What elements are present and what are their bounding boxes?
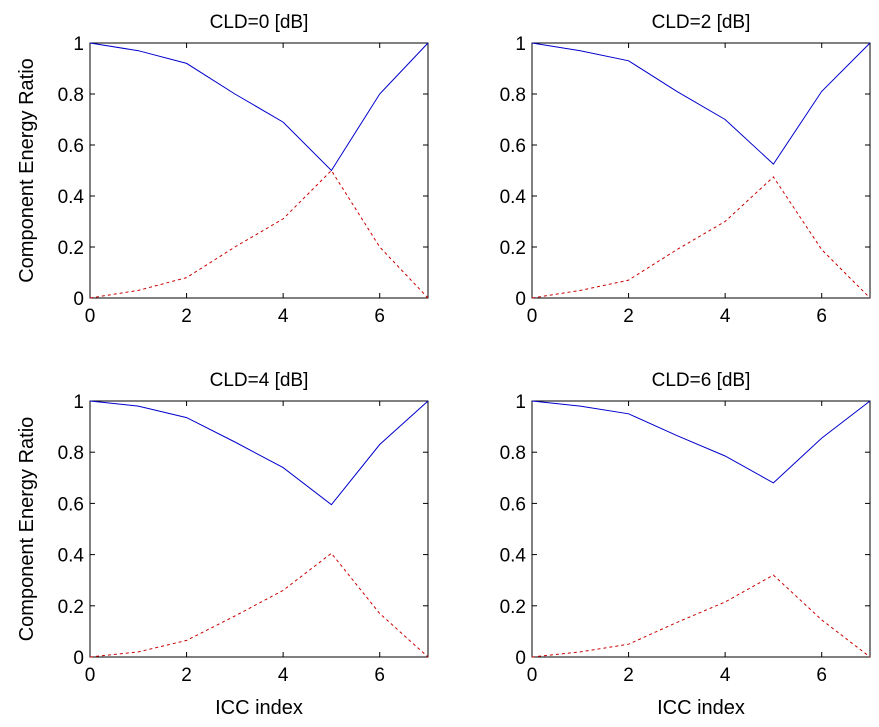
x-tick-label: 2 bbox=[623, 665, 634, 686]
subplot-cld-4: 0 0.2 0.4 0.6 0.8 1 0 2 4 6 CLD=4 [dB] ICC index Com… bbox=[16, 370, 429, 719]
y-tick-label: 0.6 bbox=[500, 136, 526, 157]
y-tick-label: 0.2 bbox=[500, 597, 526, 618]
y-tick-label: 0.4 bbox=[500, 546, 527, 567]
x-tick-label: 2 bbox=[181, 665, 192, 686]
x-tick-label: 6 bbox=[374, 306, 385, 327]
y-tick-label: 1 bbox=[515, 34, 526, 55]
series-line-dashed bbox=[531, 176, 871, 299]
y-tick-label: 0.8 bbox=[58, 443, 84, 464]
y-tick-label: 0.6 bbox=[58, 494, 84, 515]
y-tick-label: 0.2 bbox=[58, 238, 84, 259]
subplot-title: CLD=2 [dB] bbox=[652, 12, 751, 33]
y-tick-label: 0.6 bbox=[58, 136, 84, 157]
y-tick-label: 0 bbox=[515, 648, 526, 669]
y-tick-label: 0.4 bbox=[500, 187, 527, 208]
y-tick-label: 0 bbox=[73, 648, 84, 669]
x-tick-label: 4 bbox=[278, 306, 289, 327]
y-tick-label: 1 bbox=[515, 392, 526, 413]
subplot-cld-6: 0 0.2 0.4 0.6 0.8 1 0 2 4 6 CLD=6 [dB] ICC index bbox=[500, 370, 871, 719]
subplot-title: CLD=0 [dB] bbox=[210, 12, 309, 33]
y-tick-label: 0.8 bbox=[500, 85, 526, 106]
y-tick-label: 0 bbox=[515, 289, 526, 310]
y-tick-label: 0.8 bbox=[58, 85, 84, 106]
axes-box bbox=[89, 400, 429, 658]
x-tick-label: 0 bbox=[527, 665, 538, 686]
y-tick-label: 0.6 bbox=[500, 494, 526, 515]
series-line-dashed bbox=[89, 169, 429, 299]
subplot-title: CLD=6 [dB] bbox=[652, 370, 751, 391]
x-tick-label: 2 bbox=[181, 306, 192, 327]
y-tick-label: 0.2 bbox=[500, 238, 526, 259]
axes-box bbox=[89, 42, 429, 299]
x-axis-label: ICC index bbox=[657, 697, 745, 719]
series-line-dashed bbox=[531, 574, 871, 658]
x-tick-label: 4 bbox=[278, 665, 289, 686]
y-tick-label: 0 bbox=[73, 289, 84, 310]
y-tick-label: 0.8 bbox=[500, 443, 526, 464]
series-line-solid bbox=[89, 400, 429, 506]
x-tick-label: 4 bbox=[720, 665, 731, 686]
series-line-dashed bbox=[89, 552, 429, 658]
x-tick-label: 0 bbox=[85, 306, 96, 327]
y-tick-label: 0.2 bbox=[58, 597, 84, 618]
axes-box bbox=[531, 400, 871, 658]
series-line-solid bbox=[531, 400, 871, 484]
y-tick-label: 0.4 bbox=[58, 546, 85, 567]
y-tick-label: 0.4 bbox=[58, 187, 85, 208]
y-tick-label: 1 bbox=[73, 392, 84, 413]
series-line-solid bbox=[531, 42, 871, 165]
y-tick-label: 1 bbox=[73, 34, 84, 55]
x-tick-label: 4 bbox=[720, 306, 731, 327]
x-tick-label: 2 bbox=[623, 306, 634, 327]
subplot-cld-2: 0 0.2 0.4 0.6 0.8 1 0 2 4 6 CLD=2 [dB] bbox=[500, 12, 871, 327]
y-axis-label: Component Energy Ratio bbox=[16, 417, 38, 642]
y-axis-label: Component Energy Ratio bbox=[16, 58, 38, 283]
series-line-solid bbox=[89, 42, 429, 172]
x-tick-label: 6 bbox=[374, 665, 385, 686]
axes-box bbox=[531, 42, 871, 299]
x-tick-label: 6 bbox=[816, 665, 827, 686]
x-tick-label: 6 bbox=[816, 306, 827, 327]
x-tick-label: 0 bbox=[527, 306, 538, 327]
x-tick-label: 0 bbox=[85, 665, 96, 686]
subplot-title: CLD=4 [dB] bbox=[210, 370, 309, 391]
subplot-cld-0: 0 0.2 0.4 0.6 0.8 1 0 2 4 6 CLD=0 [dB] Component En… bbox=[16, 12, 429, 327]
x-axis-label: ICC index bbox=[215, 697, 303, 719]
